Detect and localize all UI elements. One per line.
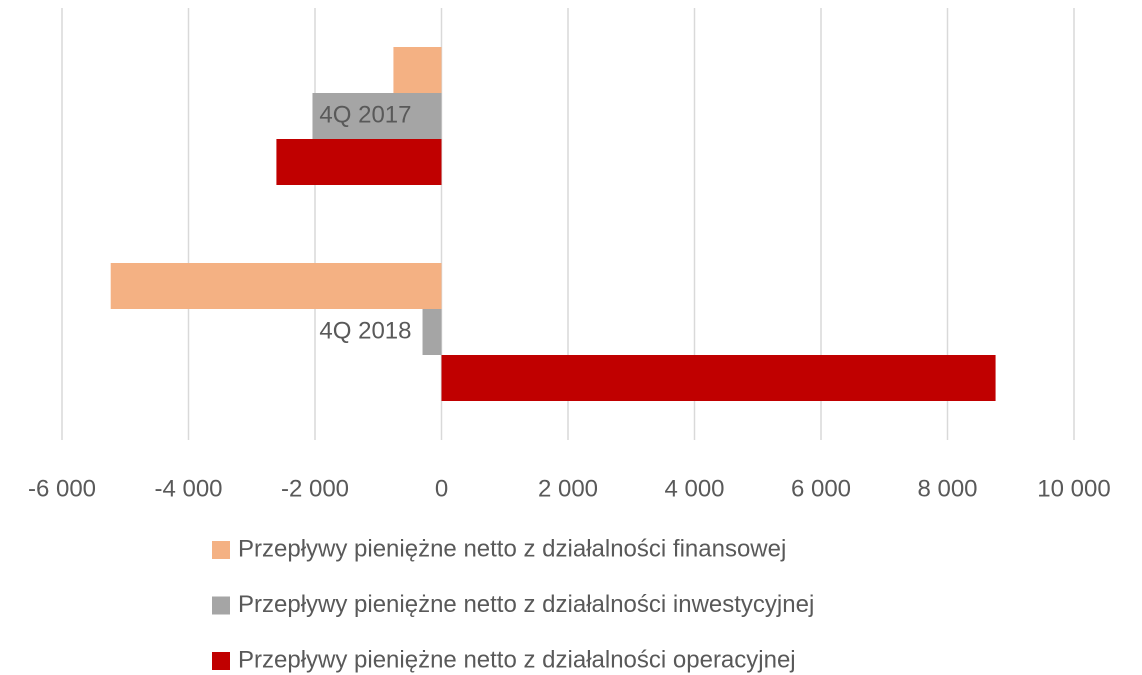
x-tick-label: -4 000 — [154, 475, 222, 502]
legend-swatch — [212, 596, 230, 615]
x-tick-label: 10 000 — [1037, 475, 1110, 502]
bar — [422, 309, 442, 355]
bar — [110, 263, 442, 309]
x-tick-label: -6 000 — [28, 475, 96, 502]
bar — [441, 355, 996, 401]
x-tick-label: 0 — [435, 475, 448, 502]
legend-swatch — [212, 652, 230, 670]
x-tick-label: 8 000 — [917, 475, 977, 502]
x-tick-label: 4 000 — [664, 475, 724, 502]
legend-label: Przepływy pieniężne netto z działalności… — [238, 646, 796, 673]
category-label: 4Q 2017 — [319, 101, 411, 128]
legend-label: Przepływy pieniężne netto z działalności… — [238, 535, 786, 562]
legend-swatch — [212, 541, 230, 559]
x-tick-label: -2 000 — [281, 475, 349, 502]
legend-label: Przepływy pieniężne netto z działalności… — [238, 591, 814, 618]
x-tick-label: 2 000 — [538, 475, 598, 502]
bar — [312, 93, 442, 139]
category-label: 4Q 2018 — [319, 317, 411, 344]
bar — [393, 47, 442, 93]
x-tick-label: 6 000 — [791, 475, 851, 502]
bar — [276, 139, 442, 185]
